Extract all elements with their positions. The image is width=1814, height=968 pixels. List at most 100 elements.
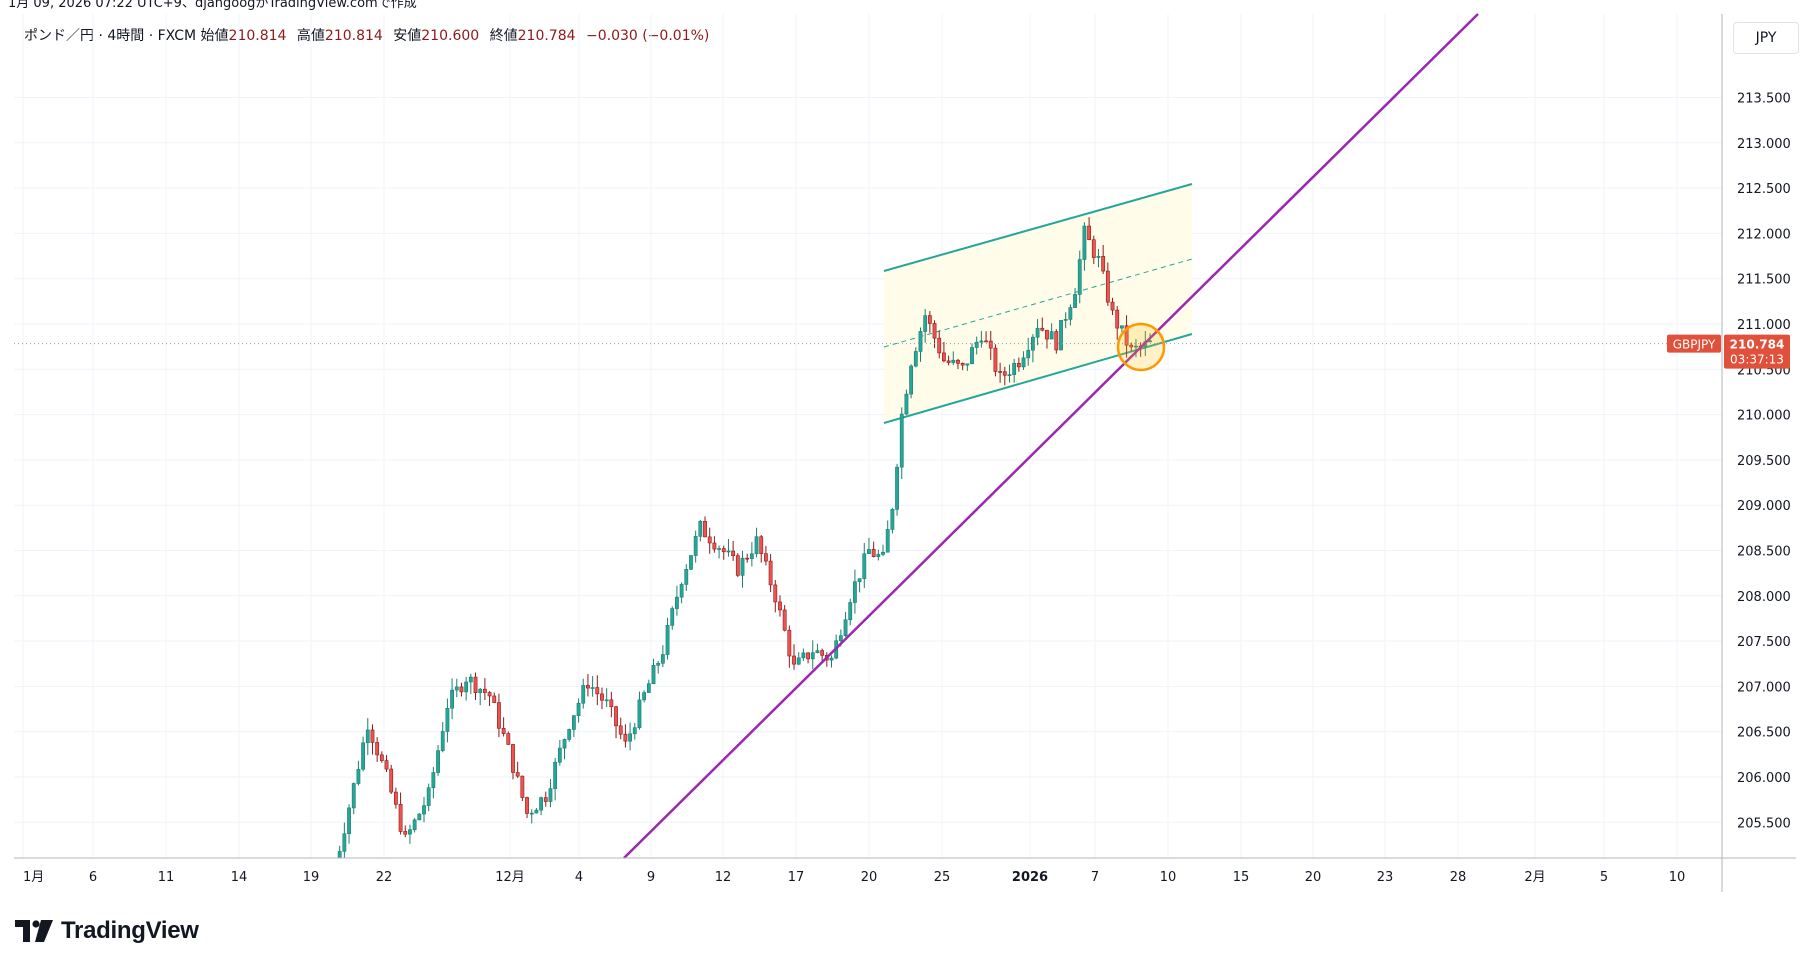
candle-body: [548, 788, 553, 802]
candle-body: [464, 681, 469, 693]
candle-body: [876, 554, 881, 557]
currency-selector[interactable]: JPY: [1733, 22, 1799, 54]
candle-body: [1119, 325, 1124, 329]
candle-body: [581, 685, 586, 704]
candle-body: [1026, 349, 1031, 359]
candle-body: [946, 360, 951, 363]
candle-up: [445, 698, 450, 743]
candle-up: [899, 407, 904, 480]
candle-down: [956, 358, 960, 370]
price-tick-label: 208.500: [1737, 545, 1791, 560]
drawings: [14, 13, 1722, 859]
candle-down: [993, 344, 998, 377]
candle-body: [642, 692, 647, 701]
candle-down: [745, 553, 750, 563]
candle-body: [721, 548, 726, 553]
candle-body: [398, 803, 403, 832]
candle-down: [787, 625, 792, 668]
time-tick-label: 4: [575, 870, 583, 885]
time-tick-label: 10: [1160, 870, 1177, 885]
candle-up: [853, 569, 857, 614]
candle-down: [1040, 317, 1045, 332]
candle-up: [534, 808, 539, 814]
tradingview-logo[interactable]: TradingView: [15, 916, 199, 946]
candle-down: [614, 705, 618, 739]
candle-body: [473, 676, 478, 693]
price-tick-label: 207.000: [1737, 680, 1791, 695]
candle-up: [642, 690, 647, 703]
candle-up: [909, 364, 914, 399]
channel-upper-line: [883, 183, 1193, 272]
candle-body: [717, 548, 721, 550]
candle-body: [684, 568, 689, 585]
candle-body: [571, 715, 576, 730]
candle-up: [810, 640, 815, 670]
candle-up: [431, 766, 436, 799]
candle-body: [675, 596, 679, 609]
candle-body: [1049, 331, 1054, 340]
candle-body: [557, 747, 562, 763]
candle-up: [562, 738, 567, 760]
candle-down: [735, 553, 740, 578]
candle-down: [778, 595, 782, 617]
time-tick-label: 23: [1377, 870, 1394, 885]
candle-up: [632, 723, 637, 740]
candle-down: [586, 674, 590, 697]
high-value: 210.814: [324, 28, 383, 44]
candle-down: [984, 331, 988, 343]
candle-body: [436, 750, 440, 773]
symbol-label[interactable]: ポンド／円 · 4時間 · FXCM: [24, 28, 197, 44]
candle-body: [618, 725, 623, 735]
candle-up: [693, 530, 698, 563]
price-tick-label: 211.000: [1737, 318, 1791, 333]
candle-body: [478, 688, 483, 693]
open-label: 始値: [200, 28, 229, 44]
candle-down: [773, 579, 778, 613]
candle-body: [351, 783, 356, 809]
candle-body: [576, 702, 581, 716]
price-tick-label: 206.000: [1737, 771, 1791, 786]
highlight-circle: [1116, 322, 1166, 372]
candle-body: [904, 393, 909, 415]
candle-up: [1021, 351, 1026, 370]
candle-down: [384, 754, 389, 773]
candle-body: [389, 768, 394, 793]
candle-up: [979, 330, 984, 348]
candle-body: [956, 359, 960, 364]
candle-body: [347, 807, 351, 835]
candle-down: [525, 796, 529, 818]
candle-body: [965, 363, 970, 366]
candle-body: [520, 775, 525, 798]
candle-body: [735, 555, 740, 576]
candle-body: [450, 689, 454, 709]
candle-up: [1026, 337, 1031, 366]
candle-body: [689, 555, 693, 570]
low-label: 安値: [393, 28, 422, 44]
time-tick-label: 22: [376, 870, 393, 885]
candle-body: [553, 761, 558, 789]
candle-down: [482, 678, 487, 701]
candle-body: [984, 340, 988, 343]
candle-body: [459, 686, 464, 693]
time-tick-label: 5: [1600, 870, 1608, 885]
candle-up: [670, 606, 675, 630]
candle-down: [946, 355, 951, 366]
candle-body: [909, 365, 914, 395]
candle-body: [693, 536, 698, 556]
price-tick-label: 213.000: [1737, 137, 1791, 152]
candle-body: [768, 560, 773, 586]
candle-body: [1007, 374, 1012, 376]
candle-body: [670, 608, 675, 626]
candle-body: [867, 549, 871, 555]
candle-up: [965, 363, 970, 371]
candle-up: [1068, 304, 1073, 326]
candle-body: [806, 652, 810, 660]
candle-down: [1101, 245, 1106, 274]
price-tick-label: 213.500: [1737, 92, 1791, 107]
candle-body: [412, 819, 417, 830]
candle-body: [646, 683, 651, 693]
price-tick-label: 207.500: [1737, 635, 1791, 650]
candle-body: [384, 760, 389, 770]
